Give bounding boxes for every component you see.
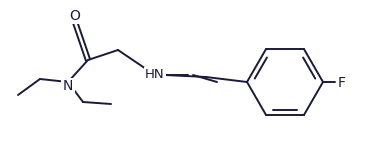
Text: HN: HN [145, 69, 165, 81]
Text: F: F [338, 76, 346, 90]
Text: O: O [70, 9, 80, 23]
Text: N: N [63, 79, 73, 93]
